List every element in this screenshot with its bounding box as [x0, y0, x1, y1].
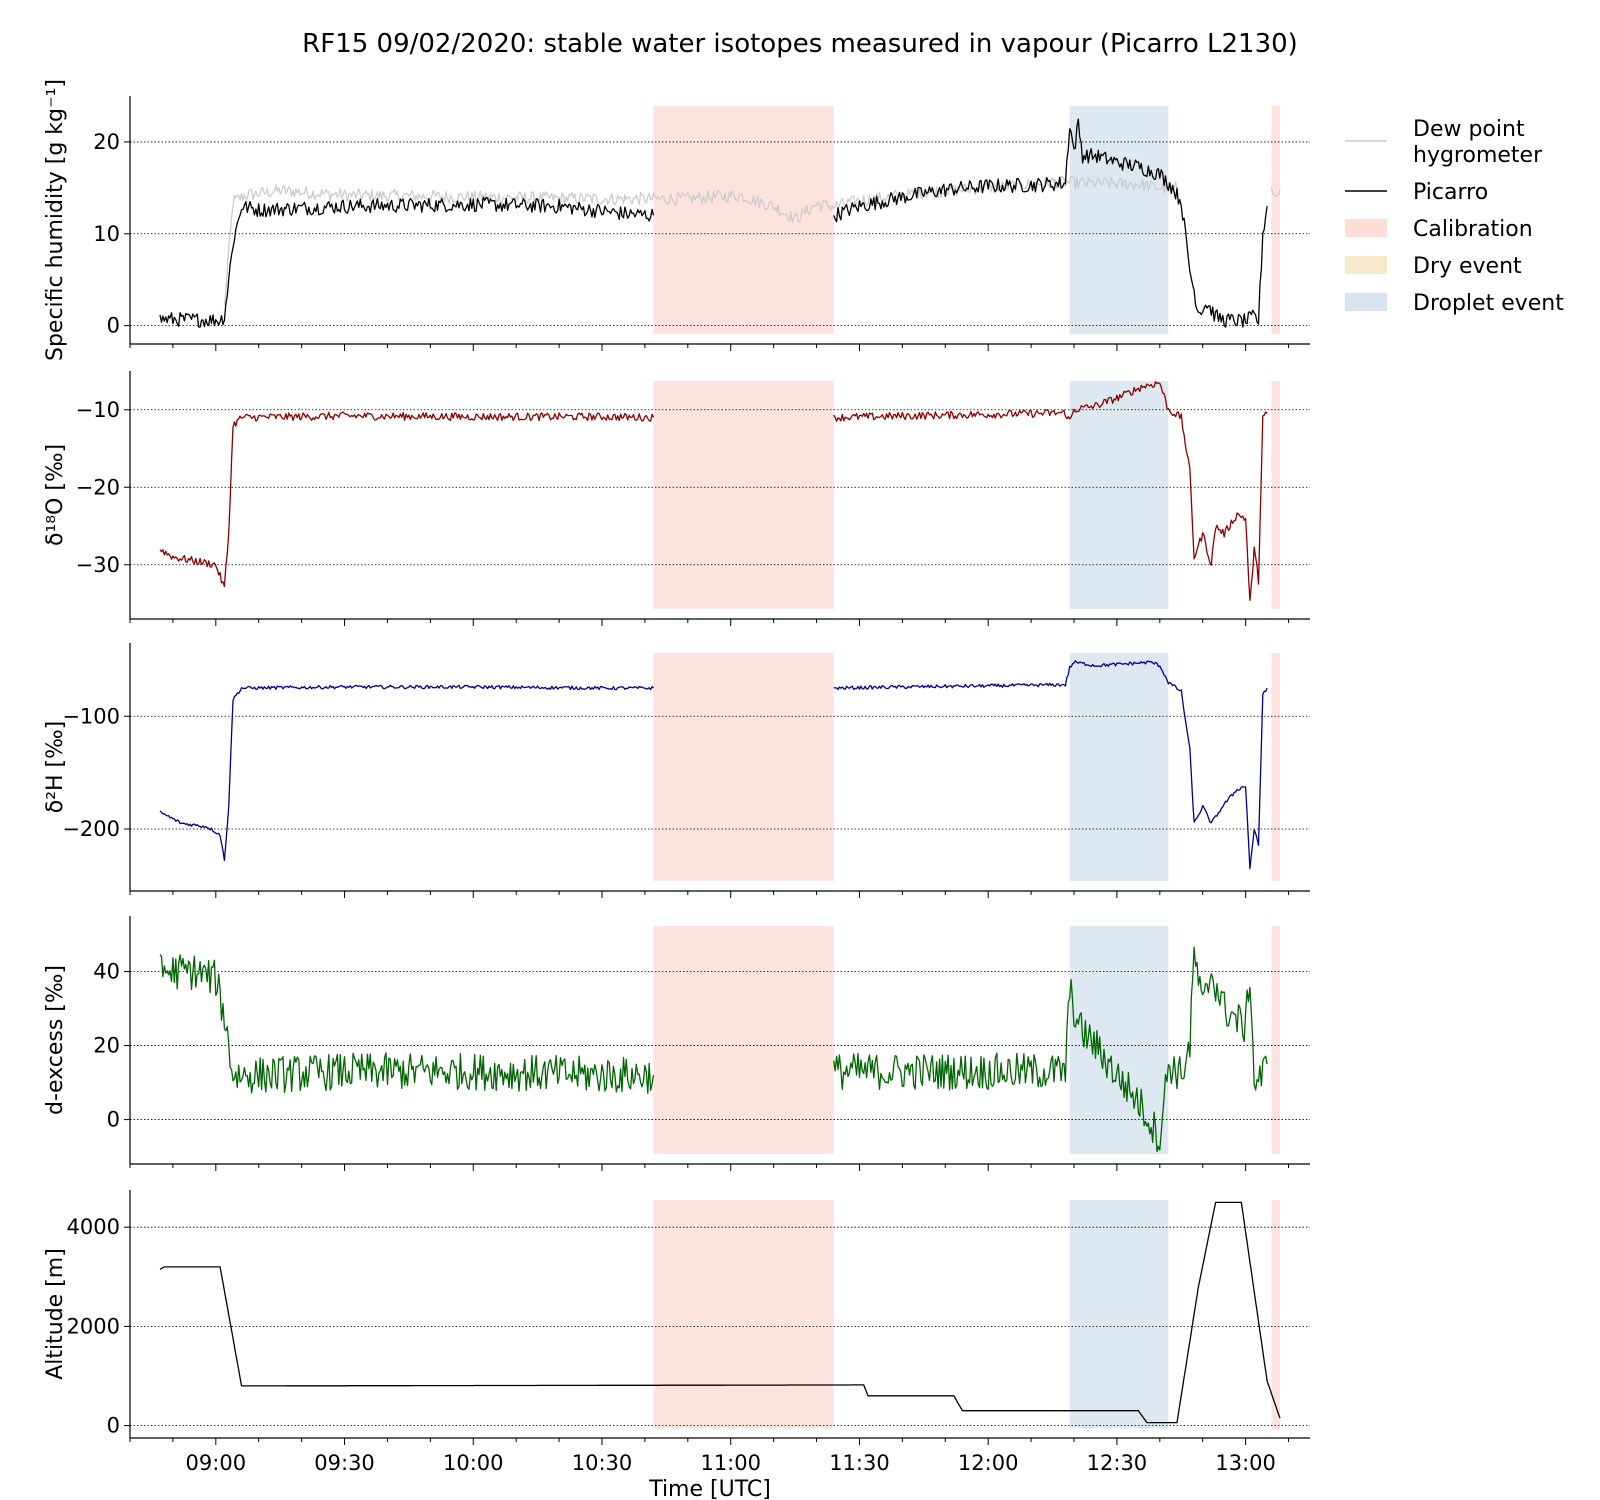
series-line-picarro	[833, 118, 1268, 328]
series-line-d-excess	[159, 954, 655, 1094]
panel-4: 0 20 40 d-excess [‰]	[43, 916, 1310, 1171]
legend-label: Dry event	[1413, 254, 1522, 279]
series-line--o	[159, 411, 655, 588]
y-axis-label: d-excess [‰]	[43, 965, 68, 1115]
shaded-period-calibration	[653, 926, 834, 1154]
series-line--o	[833, 381, 1268, 602]
series-line-altitude	[159, 1201, 1281, 1424]
panel-5: 0 2000 4000 Altitude [m]	[43, 1190, 1310, 1445]
series-line--h	[833, 660, 1268, 870]
y-tick-label: 0	[107, 1108, 120, 1132]
shaded-period-calibration	[653, 1200, 834, 1428]
x-tick-label: 09:30	[314, 1451, 375, 1475]
panels: 0 10 20 Specific humidity [g kg⁻¹] −10 −20 −30…	[43, 79, 1310, 1500]
legend-label: Picarro	[1413, 180, 1488, 205]
y-tick-label: −20	[76, 475, 120, 499]
shaded-period-calibration	[1271, 926, 1280, 1154]
y-tick-label: −200	[62, 817, 120, 841]
shaded-period-droplet-event	[1069, 106, 1169, 334]
shaded-period-calibration	[653, 381, 834, 609]
y-tick-label: −100	[62, 704, 120, 728]
x-tick-label: 13:00	[1215, 1451, 1276, 1475]
shaded-period-calibration	[653, 106, 834, 334]
x-tick-label: 11:30	[829, 1451, 890, 1475]
legend-swatch-dry-event	[1345, 256, 1387, 274]
x-tick-label: 10:00	[443, 1451, 504, 1475]
x-tick-label: 12:30	[1087, 1451, 1148, 1475]
legend-swatch-droplet-event	[1345, 293, 1387, 311]
shaded-period-calibration	[653, 653, 834, 881]
shaded-period-calibration	[1271, 381, 1280, 609]
series-line-picarro	[159, 196, 655, 328]
x-tick-label: 10:30	[572, 1451, 633, 1475]
y-tick-label: 2000	[67, 1314, 120, 1338]
shaded-period-droplet-event	[1069, 653, 1169, 881]
series-line--h	[159, 684, 654, 862]
x-tick-label: 12:00	[958, 1451, 1019, 1475]
legend-label: Droplet event	[1413, 291, 1564, 316]
chart-title: RF15 09/02/2020: stable water isotopes m…	[302, 29, 1298, 59]
panel-2: −10 −20 −30 δ¹⁸O [‰]	[43, 371, 1310, 626]
y-axis-label: Specific humidity [g kg⁻¹]	[43, 79, 68, 361]
y-tick-label: 0	[107, 314, 120, 338]
shaded-period-calibration	[1271, 1200, 1280, 1428]
legend-swatch-calibration	[1345, 219, 1387, 237]
legend: Dew point hygrometer Picarro Calibration Dry…	[1345, 117, 1564, 316]
shaded-period-calibration	[1271, 106, 1280, 334]
x-tick-label: 09:00	[186, 1451, 247, 1475]
y-axis-label: Altitude [m]	[43, 1248, 68, 1380]
y-tick-label: 20	[93, 1034, 120, 1058]
y-tick-label: −30	[76, 553, 120, 577]
shaded-period-droplet-event	[1069, 1200, 1169, 1428]
legend-label: Dew point hygrometer	[1413, 117, 1543, 168]
shaded-period-droplet-event	[1069, 381, 1169, 609]
y-tick-label: 4000	[67, 1215, 120, 1239]
panel-1: 0 10 20 Specific humidity [g kg⁻¹]	[43, 79, 1310, 361]
y-tick-label: 0	[107, 1414, 120, 1438]
x-axis-label: Time [UTC]	[648, 1477, 771, 1500]
series-line-dew-point-hygrometer	[1270, 187, 1281, 198]
y-tick-label: 40	[93, 960, 120, 984]
series-line-d-excess	[833, 946, 1268, 1153]
y-tick-label: −10	[76, 398, 120, 422]
y-axis-label: δ²H [‰]	[43, 721, 68, 814]
x-tick-label: 11:00	[700, 1451, 761, 1475]
y-tick-label: 20	[93, 130, 120, 154]
shaded-period-calibration	[1271, 653, 1280, 881]
y-tick-label: 10	[93, 222, 120, 246]
panel-3: −100 −200 δ²H [‰]	[43, 643, 1310, 898]
y-axis-label: δ¹⁸O [‰]	[43, 444, 68, 546]
legend-label: Calibration	[1413, 217, 1533, 242]
